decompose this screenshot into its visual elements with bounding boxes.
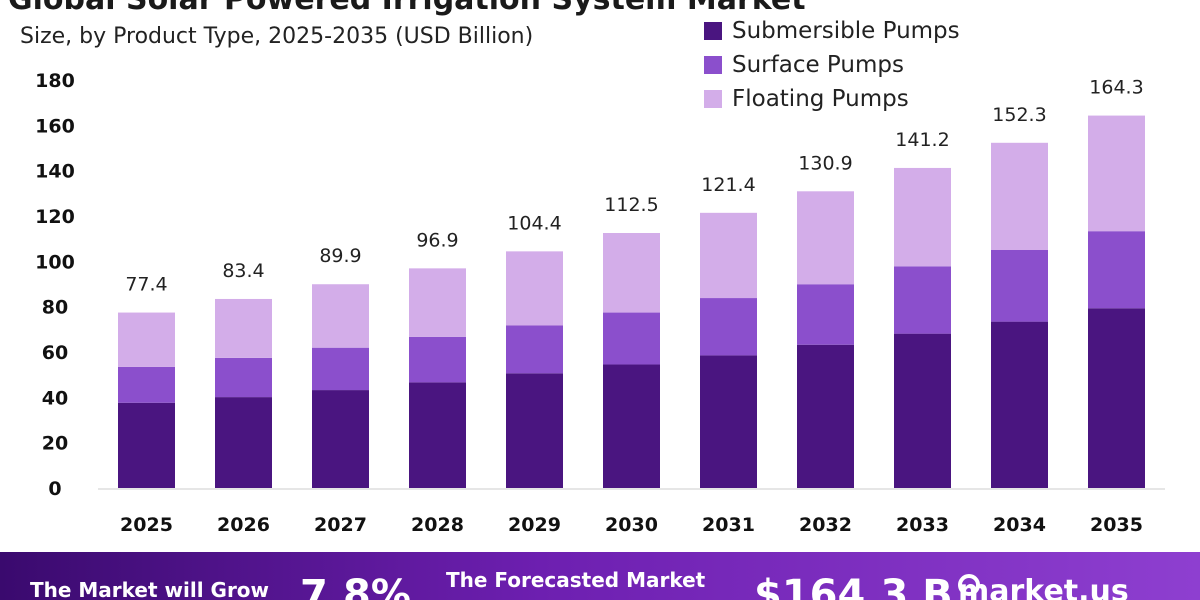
y-tick-label: 100 xyxy=(35,251,75,273)
bar-segment-surface xyxy=(991,250,1048,322)
bar-segment-surface xyxy=(797,284,854,345)
bar-segment-submersible xyxy=(894,333,951,488)
chart-title: Global Solar Powered Irrigation System M… xyxy=(8,0,806,17)
legend-label-submersible: Submersible Pumps xyxy=(732,18,960,44)
bar-total-label: 77.4 xyxy=(125,274,167,296)
x-tick-label: 2030 xyxy=(605,514,658,536)
y-tick-label: 80 xyxy=(42,297,68,319)
chart-legend: Submersible Pumps Surface Pumps Floating… xyxy=(704,14,960,116)
bar-total-label: 96.9 xyxy=(416,229,458,251)
legend-item-submersible: Submersible Pumps xyxy=(704,14,960,48)
x-tick-label: 2033 xyxy=(896,514,949,536)
banner-cagr: 7.8% xyxy=(300,572,411,600)
banner-forecast-value: $164.3 B xyxy=(754,572,953,600)
brand-logo-icon xyxy=(958,574,980,596)
bar-segment-surface xyxy=(1088,231,1145,309)
bar-segment-surface xyxy=(894,266,951,334)
bar-total-label: 130.9 xyxy=(798,152,852,174)
bar-segment-floating xyxy=(991,142,1048,250)
bar-segment-floating xyxy=(700,212,757,299)
bar-segment-submersible xyxy=(215,397,272,488)
bar-segment-submersible xyxy=(797,344,854,488)
legend-item-surface: Surface Pumps xyxy=(704,48,960,82)
x-tick-label: 2028 xyxy=(411,514,464,536)
x-tick-label: 2025 xyxy=(120,514,173,536)
bar-total-label: 141.2 xyxy=(895,129,949,151)
legend-swatch-floating xyxy=(704,90,722,108)
bar-segment-floating xyxy=(1088,115,1145,232)
bar-segment-floating xyxy=(215,298,272,358)
bar-segment-submersible xyxy=(700,355,757,488)
bar-segment-surface xyxy=(409,336,466,383)
legend-swatch-submersible xyxy=(704,22,722,40)
x-tick-label: 2026 xyxy=(217,514,270,536)
bar-total-label: 89.9 xyxy=(319,245,361,267)
y-tick-label: 60 xyxy=(42,342,68,364)
bar-segment-floating xyxy=(894,167,951,267)
bar-segment-floating xyxy=(506,251,563,326)
y-tick-label: 140 xyxy=(35,161,75,183)
bar-segment-submersible xyxy=(991,321,1048,488)
bar-segment-submersible xyxy=(409,382,466,488)
bar-segment-surface xyxy=(312,347,369,391)
x-tick-label: 2034 xyxy=(993,514,1046,536)
y-tick-label: 20 xyxy=(42,433,68,455)
y-tick-label: 120 xyxy=(35,206,75,228)
bar-total-label: 164.3 xyxy=(1089,77,1143,99)
bar-total-label: 104.4 xyxy=(507,212,561,234)
bar-segment-submersible xyxy=(603,364,660,488)
banner-grow-text: The Market will Grow xyxy=(30,578,270,600)
bar-segment-floating xyxy=(312,284,369,348)
bar-segment-submersible xyxy=(312,390,369,488)
bar-segment-surface xyxy=(603,312,660,365)
y-tick-label: 40 xyxy=(42,387,68,409)
bar-total-label: 152.3 xyxy=(992,104,1046,126)
stacked-bar-chart: 0 20 40 60 80 100 120 140 160 180 77.4 2025 83.4 2026… xyxy=(35,70,1165,536)
bar-segment-surface xyxy=(700,298,757,356)
bar-segment-surface xyxy=(118,366,175,403)
legend-swatch-surface xyxy=(704,56,722,74)
x-tick-label: 2029 xyxy=(508,514,561,536)
bar-total-label: 121.4 xyxy=(701,174,755,196)
legend-label-surface: Surface Pumps xyxy=(732,52,904,78)
y-tick-label: 0 xyxy=(48,478,61,500)
bar-segment-submersible xyxy=(118,402,175,488)
bar-total-label: 83.4 xyxy=(222,260,264,282)
bar-segment-surface xyxy=(506,325,563,374)
legend-item-floating: Floating Pumps xyxy=(704,82,960,116)
x-tick-label: 2035 xyxy=(1090,514,1143,536)
bar-segment-floating xyxy=(118,312,175,367)
y-tick-label: 180 xyxy=(35,70,75,92)
bar-segment-submersible xyxy=(1088,308,1145,488)
brand-name: market.us xyxy=(958,574,1129,600)
bar-segment-floating xyxy=(797,191,854,285)
bar-total-label: 112.5 xyxy=(604,194,658,216)
y-tick-label: 160 xyxy=(35,115,75,137)
bar-segment-submersible xyxy=(506,373,563,488)
x-tick-label: 2027 xyxy=(314,514,367,536)
banner-forecast-text: The Forecasted Market xyxy=(446,568,706,592)
bar-segment-floating xyxy=(409,268,466,337)
chart-subtitle: Size, by Product Type, 2025-2035 (USD Bi… xyxy=(20,24,534,49)
footer-banner: The Market will Grow 7.8% The Forecasted… xyxy=(0,552,1200,600)
legend-label-floating: Floating Pumps xyxy=(732,86,909,112)
bar-segment-surface xyxy=(215,357,272,398)
x-tick-label: 2032 xyxy=(799,514,852,536)
bar-segment-floating xyxy=(603,233,660,313)
x-tick-label: 2031 xyxy=(702,514,755,536)
